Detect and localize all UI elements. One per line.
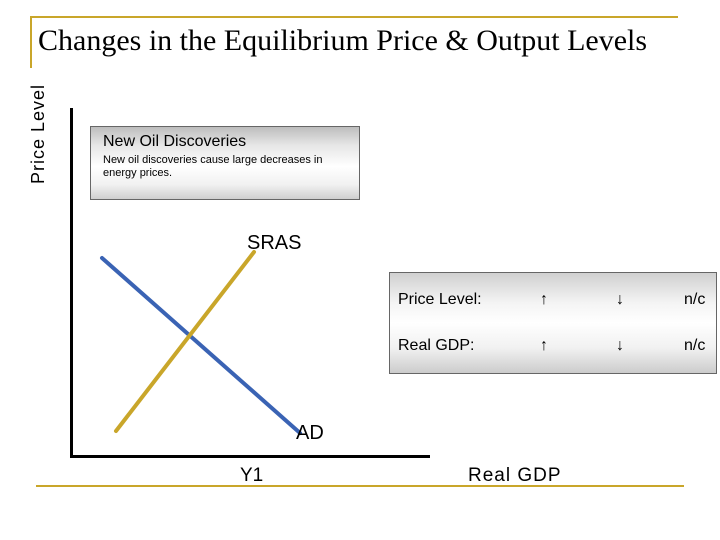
ad-label: AD bbox=[296, 422, 324, 444]
x-axis bbox=[70, 455, 430, 458]
up-arrow-icon: ↑ bbox=[540, 337, 548, 354]
sras-label: SRAS bbox=[247, 232, 302, 254]
frame-top-rule bbox=[30, 16, 678, 18]
callout-box: New Oil Discoveries New oil discoveries … bbox=[90, 126, 360, 200]
y1-label: Y1 bbox=[240, 465, 264, 486]
up-arrow-icon: ↑ bbox=[540, 291, 548, 308]
frame-left-rule bbox=[30, 16, 32, 68]
ad-curve bbox=[100, 256, 302, 435]
callout-title: New Oil Discoveries bbox=[103, 133, 247, 150]
effects-row-price-level: Price Level: ↑ ↓ n/c bbox=[390, 291, 716, 315]
y-axis bbox=[70, 108, 73, 458]
no-change-label: n/c bbox=[684, 337, 706, 354]
no-change-label: n/c bbox=[684, 291, 706, 308]
effects-row-real-gdp: Real GDP: ↑ ↓ n/c bbox=[390, 337, 716, 361]
slide-title: Changes in the Equilibrium Price & Outpu… bbox=[38, 24, 648, 57]
effects-table: Price Level: ↑ ↓ n/c Real GDP: ↑ ↓ n/c bbox=[389, 272, 717, 374]
down-arrow-icon: ↓ bbox=[616, 337, 624, 354]
effects-row-label: Real GDP: bbox=[398, 337, 475, 354]
sras-curve bbox=[114, 250, 256, 433]
effects-row-label: Price Level: bbox=[398, 291, 482, 308]
frame-bottom-rule bbox=[36, 485, 684, 487]
down-arrow-icon: ↓ bbox=[616, 291, 624, 308]
x-axis-label: Real GDP bbox=[468, 465, 562, 486]
callout-body: New oil discoveries cause large decrease… bbox=[103, 154, 323, 179]
